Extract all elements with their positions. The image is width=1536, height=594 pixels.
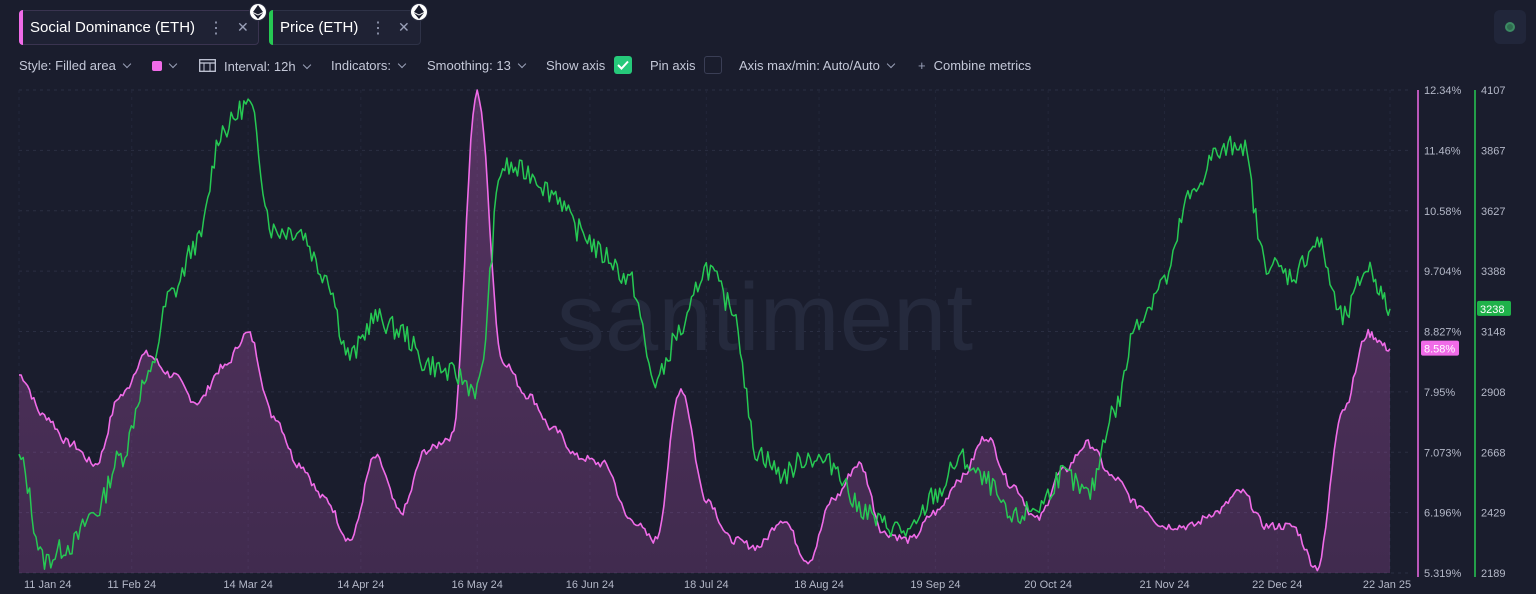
social-dominance-latest-label: 8.58% [1424, 344, 1455, 356]
metric-label: Price (ETH) [280, 19, 359, 36]
x-axis-tick-label: 11 Feb 24 [107, 579, 156, 591]
calendar-icon [199, 59, 216, 72]
x-axis-tick-label: 20 Oct 24 [1024, 579, 1072, 591]
axis-maxmin-label: Axis max/min: Auto/Auto [739, 58, 880, 73]
smoothing-label: Smoothing: 13 [427, 58, 511, 73]
price-tick-label: 4107 [1481, 85, 1505, 97]
metric-tab-social-dominance[interactable]: Social Dominance (ETH) ⋮ ✕ [19, 10, 259, 45]
social-dominance-tick-label: 7.073% [1424, 447, 1462, 459]
ethereum-icon [249, 3, 267, 21]
chevron-down-icon [302, 60, 311, 70]
x-axis-tick-label: 14 Apr 24 [337, 579, 384, 591]
social-dominance-latest-badge [1421, 340, 1459, 356]
chevron-down-icon [122, 59, 132, 69]
color-picker[interactable] [152, 58, 178, 73]
price-tick-label: 2668 [1481, 447, 1505, 459]
price-line [18, 98, 1391, 570]
x-axis-tick-label: 18 Jul 24 [684, 579, 729, 591]
metric-label: Social Dominance (ETH) [30, 19, 196, 36]
show-axis-label: Show axis [546, 58, 606, 73]
social-dominance-tick-label: 9.704% [1424, 266, 1462, 278]
pin-axis-checkbox[interactable] [704, 56, 722, 74]
x-axis-tick-label: 16 May 24 [452, 579, 503, 591]
pin-axis-label: Pin axis [650, 58, 696, 73]
show-axis-checkbox[interactable] [614, 56, 632, 74]
combine-metrics-label: Combine metrics [933, 58, 1032, 73]
x-axis-tick-label: 22 Dec 24 [1252, 579, 1302, 591]
price-tick-label: 3867 [1481, 145, 1505, 157]
status-dot-icon [1505, 22, 1515, 32]
close-icon[interactable]: ✕ [398, 19, 410, 35]
price-tick-label: 3388 [1481, 266, 1505, 278]
show-axis-toggle[interactable]: Show axis [546, 58, 605, 73]
price-tick-label: 2908 [1481, 387, 1505, 399]
x-axis-tick-label: 11 Jan 24 [24, 579, 72, 591]
price-latest-label: 3238 [1480, 304, 1504, 316]
x-axis-tick-label: 18 Aug 24 [794, 579, 844, 591]
price-tick-label: 3148 [1481, 327, 1505, 339]
chevron-down-icon [397, 59, 407, 69]
interval-label: Interval: 12h [224, 59, 296, 74]
close-icon[interactable]: ✕ [237, 19, 249, 35]
x-axis-tick-label: 19 Sep 24 [910, 579, 960, 591]
chevron-down-icon [886, 59, 896, 69]
social-dominance-line [18, 89, 1391, 572]
price-tick-label: 2189 [1481, 568, 1505, 580]
metric-color-stripe [19, 10, 23, 45]
metric-color-stripe [269, 10, 273, 45]
style-label: Style: Filled area [19, 58, 116, 73]
indicators-dropdown[interactable]: Indicators: [331, 58, 407, 73]
interval-dropdown[interactable]: Interval: 12h [199, 58, 311, 74]
metric-tab-price[interactable]: Price (ETH) ⋮ ✕ [269, 10, 421, 45]
ethereum-icon [410, 3, 428, 21]
social-dominance-tick-label: 10.58% [1424, 206, 1462, 218]
settings-button[interactable] [1494, 10, 1526, 44]
metric-menu-icon[interactable]: ⋮ [208, 20, 224, 37]
style-dropdown[interactable]: Style: Filled area [19, 58, 132, 73]
plus-icon: + [918, 58, 926, 73]
pin-axis-toggle[interactable]: Pin axis [650, 58, 696, 73]
chevron-down-icon [168, 59, 178, 69]
checkmark-icon [617, 60, 629, 70]
social-dominance-tick-label: 8.827% [1424, 327, 1462, 339]
indicators-label: Indicators: [331, 58, 391, 73]
smoothing-dropdown[interactable]: Smoothing: 13 [427, 58, 527, 73]
chart-canvas[interactable]: santiment12.34%11.46%10.58%9.704%8.827%7… [0, 80, 1536, 594]
color-swatch-icon [152, 61, 162, 71]
axis-maxmin-dropdown[interactable]: Axis max/min: Auto/Auto [739, 58, 896, 73]
social-dominance-tick-label: 5.319% [1424, 568, 1462, 580]
social-dominance-tick-label: 12.34% [1424, 85, 1462, 97]
social-dominance-tick-label: 6.196% [1424, 508, 1462, 520]
chart-toolbar: Style: Filled area Interval: 12h Indicat… [0, 56, 1100, 76]
combine-metrics-button[interactable]: + Combine metrics [918, 58, 1031, 73]
x-axis-tick-label: 21 Nov 24 [1139, 579, 1189, 591]
price-tick-label: 3627 [1481, 206, 1505, 218]
x-axis-tick-label: 14 Mar 24 [223, 579, 273, 591]
price-latest-badge [1477, 300, 1511, 316]
chevron-down-icon [517, 59, 527, 69]
social-dominance-area [19, 90, 1390, 573]
price-tick-label: 2429 [1481, 508, 1505, 520]
social-dominance-tick-label: 7.95% [1424, 387, 1455, 399]
social-dominance-tick-label: 11.46% [1424, 145, 1461, 157]
metric-menu-icon[interactable]: ⋮ [370, 20, 386, 37]
x-axis-tick-label: 22 Jan 25 [1363, 579, 1411, 591]
x-axis-tick-label: 16 Jun 24 [566, 579, 614, 591]
